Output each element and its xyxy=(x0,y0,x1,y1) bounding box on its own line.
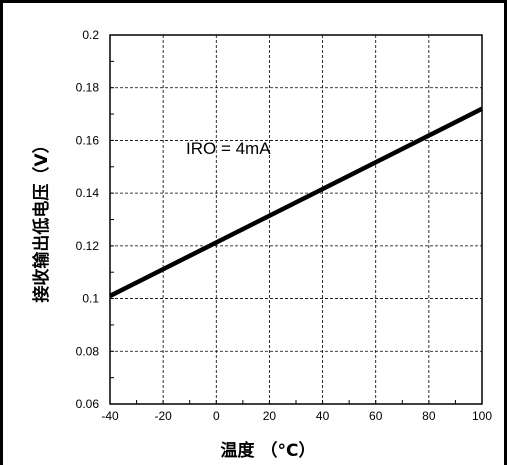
grid-lines xyxy=(110,35,482,404)
x-tick-label: 0 xyxy=(213,409,220,423)
y-tick-label: 0.14 xyxy=(76,186,100,200)
x-tick-label: 60 xyxy=(369,409,383,423)
x-tick-label: 80 xyxy=(422,409,436,423)
x-tick-label: -20 xyxy=(154,409,172,423)
y-tick-labels: 0.06 0.08 0.1 0.12 0.14 0.16 0.18 0.2 xyxy=(76,28,100,411)
y-tick-label: 0.16 xyxy=(76,133,100,147)
series-lines xyxy=(108,106,484,298)
x-axis-title: 温度 （°C） xyxy=(221,440,316,461)
y-tick-label: 0.1 xyxy=(82,292,99,306)
tick-marks xyxy=(109,34,483,405)
x-tick-label: -40 xyxy=(101,409,119,423)
plot-area-border xyxy=(109,34,483,405)
y-tick-label: 0.12 xyxy=(76,239,100,253)
y-axis-title: 接收输出低电压（V） xyxy=(31,136,52,302)
x-tick-label: 40 xyxy=(316,409,330,423)
y-tick-label: 0.18 xyxy=(76,81,100,95)
annotation-iro: IRO = 4mA xyxy=(186,139,271,158)
y-tick-label: 0.2 xyxy=(82,28,99,42)
x-tick-label: 100 xyxy=(472,409,492,423)
y-tick-label: 0.06 xyxy=(76,397,100,411)
x-tick-labels: -40 -20 0 20 40 60 80 100 xyxy=(101,409,492,423)
series-line xyxy=(108,106,484,298)
x-tick-label: 20 xyxy=(263,409,277,423)
y-tick-label: 0.08 xyxy=(76,344,100,358)
